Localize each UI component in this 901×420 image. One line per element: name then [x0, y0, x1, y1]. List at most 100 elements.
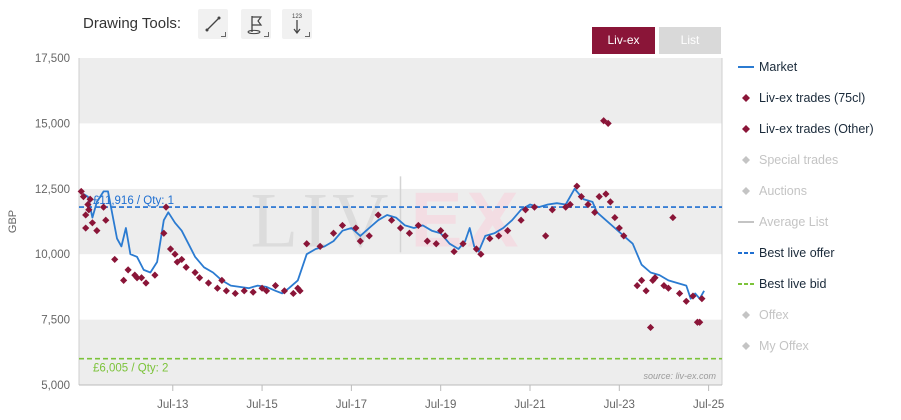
x-tick-label: Jul-21	[514, 399, 545, 411]
plot-bands	[78, 58, 723, 385]
drawing-toolbar: Drawing Tools: 123 Liv-ex List	[0, 0, 901, 54]
livex-view-button[interactable]: Liv-ex	[592, 27, 655, 54]
trade-point	[262, 287, 271, 295]
trade-point	[414, 221, 422, 230]
trade-point	[584, 200, 592, 209]
trade-point	[437, 227, 445, 235]
reference-lines: £11,916 / Qty: 1 £6,005 / Qty: 2	[79, 195, 722, 375]
legend-label: My Offex	[759, 339, 809, 353]
legend-item[interactable]: Offex	[737, 306, 901, 326]
trade-point	[133, 274, 141, 282]
trade-point	[191, 268, 199, 277]
trade-point	[591, 208, 599, 216]
legend-item[interactable]: Best live offer	[737, 244, 901, 264]
drawing-tools-label: Drawing Tools:	[83, 15, 182, 32]
measure-tool-button[interactable]: 123	[282, 9, 312, 39]
legend-symbol	[738, 252, 754, 254]
y-tick-label: 12,500	[35, 184, 70, 196]
line-drawing-icon	[205, 16, 221, 32]
watermark-ex: EX	[411, 175, 523, 263]
trade-point	[120, 276, 128, 284]
legend-symbol	[742, 311, 750, 319]
legend-symbol	[742, 187, 750, 195]
trade-point	[405, 229, 414, 237]
legend-item[interactable]: Market	[737, 58, 901, 78]
trade-point	[651, 274, 659, 282]
trade-point	[171, 250, 179, 258]
trade-point	[633, 281, 641, 290]
legend-item[interactable]: Liv-ex trades (75cl)	[737, 89, 901, 109]
x-tick-label: Jul-17	[336, 399, 367, 411]
trade-point	[218, 276, 226, 284]
trade-point	[231, 289, 239, 298]
legend-symbol	[742, 125, 750, 133]
trade-point	[151, 271, 159, 279]
legend-item[interactable]: My Offex	[737, 337, 901, 357]
trade-point	[303, 240, 311, 248]
trade-point	[294, 284, 302, 292]
trade-point	[86, 195, 94, 203]
trade-point	[675, 289, 684, 298]
y-tick-label: 7,500	[41, 315, 70, 327]
flag-tool-button[interactable]	[241, 9, 271, 39]
livex-watermark: LIV EX	[251, 175, 523, 263]
y-tick-label: 5,000	[41, 380, 70, 392]
legend-symbol	[738, 221, 754, 223]
legend-item[interactable]: Auctions	[737, 182, 901, 202]
trade-point	[566, 200, 574, 209]
trade-point	[82, 224, 90, 232]
trade-point	[577, 193, 585, 201]
legend-symbol	[738, 283, 754, 285]
legend-label: Auctions	[759, 184, 807, 198]
legend-symbol	[738, 66, 754, 68]
legend-item[interactable]: Special trades	[737, 151, 901, 171]
trade-point	[638, 276, 646, 284]
trade-point	[124, 266, 132, 274]
trade-point	[542, 232, 550, 240]
y-tick-label: 17,500	[35, 53, 70, 65]
line-tool-button[interactable]	[198, 9, 228, 39]
trade-point	[195, 274, 204, 282]
trade-point	[693, 318, 702, 326]
trade-point	[93, 227, 101, 235]
plot-band	[79, 254, 722, 320]
trade-point	[240, 287, 248, 295]
source-label: source: liv-ex.com	[643, 371, 716, 381]
trade-point	[99, 203, 108, 211]
legend-symbol	[742, 94, 750, 102]
list-view-button[interactable]: List	[659, 27, 721, 54]
trade-point	[606, 198, 614, 206]
trade-point	[646, 323, 655, 332]
trade-point	[82, 211, 90, 219]
legend-diamond-symbol	[742, 156, 750, 164]
legend-item[interactable]: Average List	[737, 213, 901, 233]
trade-point	[642, 287, 650, 295]
flag-drawing-icon	[247, 16, 263, 35]
trade-point	[374, 211, 382, 219]
trade-point	[316, 242, 324, 250]
trade-point	[486, 234, 494, 243]
trade-point	[441, 232, 449, 240]
y-tick-label: 10,000	[35, 249, 70, 261]
legend-label: Market	[759, 60, 798, 74]
trade-point	[338, 221, 347, 230]
trade-point	[365, 232, 373, 240]
trade-point	[682, 297, 690, 305]
x-tick-label: Jul-19	[425, 399, 456, 411]
trade-point	[142, 279, 150, 287]
series-layer	[77, 117, 706, 332]
trade-point	[611, 213, 619, 222]
trade-point	[213, 284, 222, 292]
legend-item[interactable]: Best live bid	[737, 275, 901, 295]
legend-item[interactable]: Liv-ex trades (Other)	[737, 120, 901, 140]
trade-point	[88, 219, 96, 227]
y-axis-title: GBP	[7, 210, 19, 233]
trade-point	[111, 255, 119, 264]
trade-point	[173, 258, 181, 266]
trade-point	[137, 274, 146, 282]
legend-label: Best live bid	[759, 277, 827, 291]
trade-point	[423, 237, 431, 245]
trade-point	[396, 224, 405, 232]
x-tick-label: Jul-25	[693, 399, 724, 411]
